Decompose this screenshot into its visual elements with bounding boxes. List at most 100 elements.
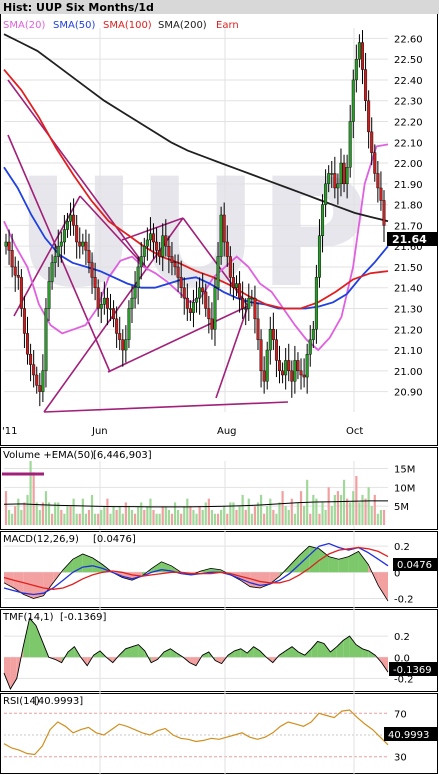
y-tick-label: 22.60	[394, 34, 423, 45]
candle	[170, 256, 174, 263]
candle	[213, 287, 217, 330]
volume-bar	[84, 513, 88, 525]
volume-bar	[72, 498, 75, 525]
volume-bar	[167, 509, 170, 525]
candle	[241, 297, 245, 309]
tmf-segment	[215, 657, 222, 664]
y-tick-label: 20.90	[394, 388, 423, 399]
volume-bar	[121, 513, 124, 525]
volume-bar	[41, 502, 44, 525]
volume-bar	[124, 502, 127, 525]
volume-bar	[78, 513, 81, 525]
candle	[225, 241, 229, 257]
candle	[262, 370, 266, 382]
volume-bar	[247, 498, 250, 525]
histogram-segment	[13, 572, 24, 595]
histogram-segment	[33, 572, 44, 599]
candle	[121, 339, 125, 351]
tmf-segment	[176, 653, 184, 658]
volume-bar	[189, 506, 192, 525]
legend-item: SMA(20)	[3, 20, 45, 31]
tmf-segment	[356, 644, 363, 658]
candle	[256, 318, 260, 340]
volume-bar	[266, 506, 269, 525]
volume-bar	[29, 461, 32, 525]
candle	[284, 360, 288, 376]
candle	[188, 308, 192, 313]
volume-bar	[312, 494, 315, 525]
candle	[84, 241, 88, 251]
candle	[139, 256, 143, 268]
candles	[4, 30, 386, 407]
volume-bar	[379, 509, 383, 525]
candle	[136, 266, 140, 288]
trendline	[215, 305, 249, 399]
volume-bar	[180, 513, 183, 525]
volume-bar	[281, 491, 284, 525]
volume-bar	[250, 513, 253, 525]
candle	[191, 302, 195, 313]
candle	[238, 283, 242, 299]
volume-bar	[149, 498, 152, 525]
candle	[259, 339, 263, 372]
tmf-y-axis: 0.2 0.0 -0.2	[394, 632, 414, 685]
macd-chart: MACD(12,26,9) [0.0476] 0.2 0 -0.2 0.0476	[0, 531, 438, 609]
candle	[69, 214, 73, 222]
volume-bar	[90, 494, 94, 525]
tmf-segment	[253, 646, 260, 658]
volume-bar	[241, 494, 244, 525]
tmf-segment	[93, 650, 100, 658]
tmf-segment	[125, 646, 132, 658]
candle	[127, 308, 131, 340]
volume-bar	[327, 487, 330, 525]
y-tick-label: 22.10	[394, 138, 423, 149]
volume-bar	[361, 494, 364, 525]
volume-bar	[106, 498, 109, 525]
chart-legend: SMA(20) SMA(50) SMA(100) SMA(200) Earn	[3, 20, 239, 31]
candle	[281, 370, 285, 376]
volume-bar	[75, 513, 78, 525]
candle	[274, 339, 278, 361]
y-tick-label: 21.90	[394, 180, 423, 191]
volume-bar	[333, 494, 336, 525]
x-tick-label: Jun	[91, 426, 108, 437]
candle	[367, 100, 371, 133]
trendline	[13, 195, 81, 317]
ma-line	[3, 69, 389, 310]
volume-bar	[226, 513, 229, 525]
y-tick-label: 30	[394, 753, 407, 764]
candle	[247, 297, 251, 309]
y-tick-label: 0.2	[394, 542, 410, 553]
volume-bar	[146, 506, 149, 525]
x-tick-label: '11	[2, 426, 17, 437]
volume-bar	[44, 491, 48, 525]
histogram-segment	[328, 556, 339, 573]
candle	[161, 235, 165, 257]
volume-bar	[195, 513, 198, 525]
volume-title: Volume +EMA(50)	[3, 450, 94, 461]
candle	[308, 339, 312, 355]
tmf-segment	[298, 652, 305, 658]
candle	[145, 239, 149, 247]
volume-bar	[232, 502, 235, 525]
candle	[317, 235, 321, 278]
histogram-segment	[358, 551, 369, 573]
volume-bar	[69, 506, 72, 525]
candle	[210, 318, 214, 330]
candle	[26, 333, 30, 355]
rsi-chart: RSI(14) [40.9993] 705030 40.9993	[0, 693, 438, 775]
volume-bar	[318, 513, 321, 525]
volume-bar	[161, 506, 164, 525]
candle	[47, 281, 51, 309]
rsi-line	[3, 709, 389, 756]
volume-bar	[66, 506, 69, 525]
candle	[290, 370, 294, 382]
legend-item: Earn	[216, 20, 239, 31]
y-tick-label: 21.30	[394, 305, 423, 316]
volume-bar	[57, 502, 60, 525]
candle	[345, 167, 349, 185]
volume-chart: Volume +EMA(50) [6,446,903] 15M 10M 5M	[0, 447, 438, 530]
tmf-segment	[381, 657, 388, 673]
volume-bar	[54, 502, 57, 525]
